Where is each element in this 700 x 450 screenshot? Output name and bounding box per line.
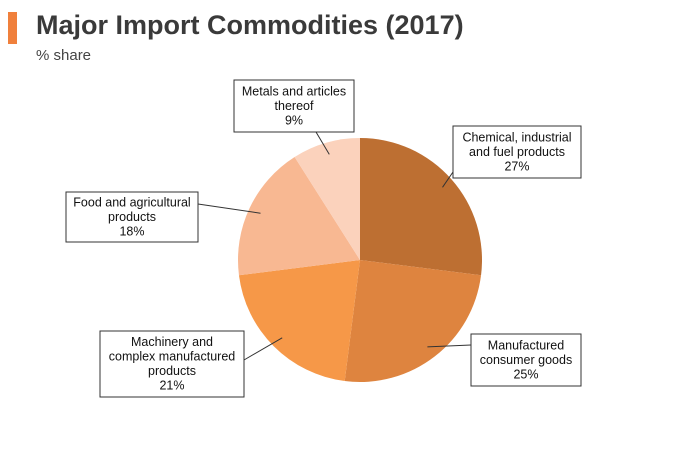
slice-category-label: products (148, 364, 196, 378)
callout-box (452, 125, 582, 179)
slice-category-label: Machinery and (131, 335, 213, 349)
slice-category-label: thereof (275, 99, 314, 113)
slice-value-label: 27% (504, 159, 529, 173)
pie-slice (237, 156, 360, 276)
leader-line (243, 337, 283, 361)
callout-box (470, 333, 582, 387)
slice-category-label: complex manufactured (109, 350, 236, 364)
chart-title: Major Import Commodities (2017) (36, 10, 464, 40)
slice-value-label: 25% (513, 367, 538, 381)
slice-value-label: 9% (285, 113, 303, 127)
pie-slice (238, 260, 360, 382)
callout-box (233, 79, 355, 133)
pie-slice (294, 138, 360, 260)
slice-category-label: Chemical, industrial (462, 130, 571, 144)
title-accent-bar (8, 12, 17, 44)
chart-subtitle: % share (36, 47, 92, 64)
pie-slices (237, 138, 483, 383)
slice-value-label: 21% (159, 379, 184, 393)
slice-category-label: products (108, 210, 156, 224)
leader-line (442, 171, 454, 188)
pie-slice (344, 260, 482, 383)
slice-category-label: Manufactured (488, 338, 564, 352)
leader-line (427, 344, 472, 348)
pie-slice (360, 138, 483, 276)
slice-category-label: Metals and articles (242, 84, 346, 98)
slice-value-label: 18% (119, 224, 144, 238)
leader-line (197, 203, 261, 214)
callout-box (99, 330, 245, 398)
leader-line (315, 131, 330, 155)
leader-lines (197, 131, 472, 361)
callout-box (65, 191, 199, 243)
slice-category-label: consumer goods (480, 353, 572, 367)
slice-category-label: Food and agricultural (73, 195, 190, 209)
slice-category-label: and fuel products (469, 145, 565, 159)
